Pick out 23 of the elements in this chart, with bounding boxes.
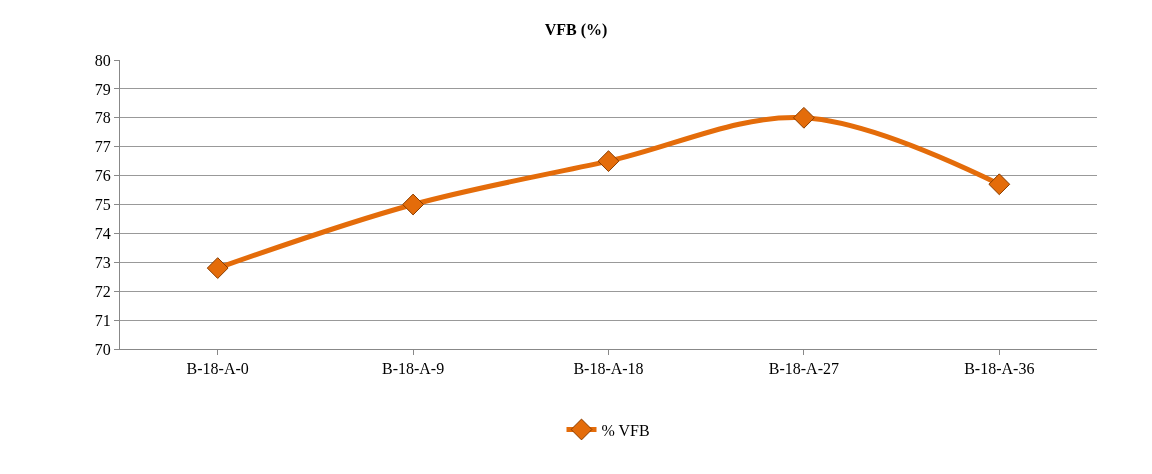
- x-tick-label: B-18-A-9: [381, 360, 445, 378]
- point: [402, 193, 424, 216]
- y-tick-label: 71: [94, 311, 111, 329]
- y-tick-label: 77: [94, 138, 111, 156]
- x-tick-label: B-18-A-36: [964, 360, 1035, 378]
- point: [206, 257, 229, 279]
- y-tick-label: 78: [94, 109, 111, 127]
- point: [988, 173, 1011, 196]
- y-tick-label: 72: [94, 282, 111, 300]
- chart-title: VFB (%): [544, 20, 608, 39]
- y-tick-label: 76: [94, 167, 111, 185]
- y-tick-label: 70: [94, 340, 111, 358]
- y-tick-label: 75: [94, 196, 111, 214]
- y-tick-label: 73: [94, 253, 111, 271]
- point: [597, 150, 620, 173]
- x-tick-label: B-18-A-18: [573, 360, 644, 378]
- y-tick-label: 74: [94, 225, 111, 242]
- y-tick-label: 80: [94, 51, 111, 69]
- y-tick-label: 79: [94, 80, 111, 98]
- point: [793, 106, 815, 129]
- legend-label: % VFB: [601, 421, 650, 439]
- x-tick-label: B-18-A-27: [768, 360, 840, 378]
- x-tick-label: B-18-A-0: [186, 360, 249, 378]
